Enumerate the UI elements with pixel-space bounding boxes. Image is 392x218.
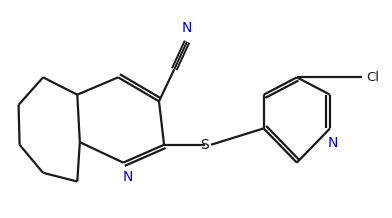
Text: N: N — [182, 22, 192, 36]
Text: N: N — [327, 136, 338, 150]
Text: S: S — [201, 138, 209, 152]
Text: Cl: Cl — [366, 71, 379, 84]
Text: N: N — [122, 170, 132, 184]
